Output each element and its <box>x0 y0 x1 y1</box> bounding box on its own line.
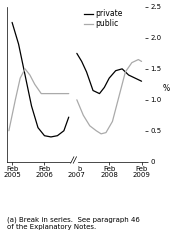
Bar <box>71 162 77 171</box>
Legend: private, public: private, public <box>84 9 123 28</box>
Y-axis label: %: % <box>162 84 169 93</box>
Text: (a) Break in series.  See paragraph 46
of the Explanatory Notes.: (a) Break in series. See paragraph 46 of… <box>7 216 140 230</box>
